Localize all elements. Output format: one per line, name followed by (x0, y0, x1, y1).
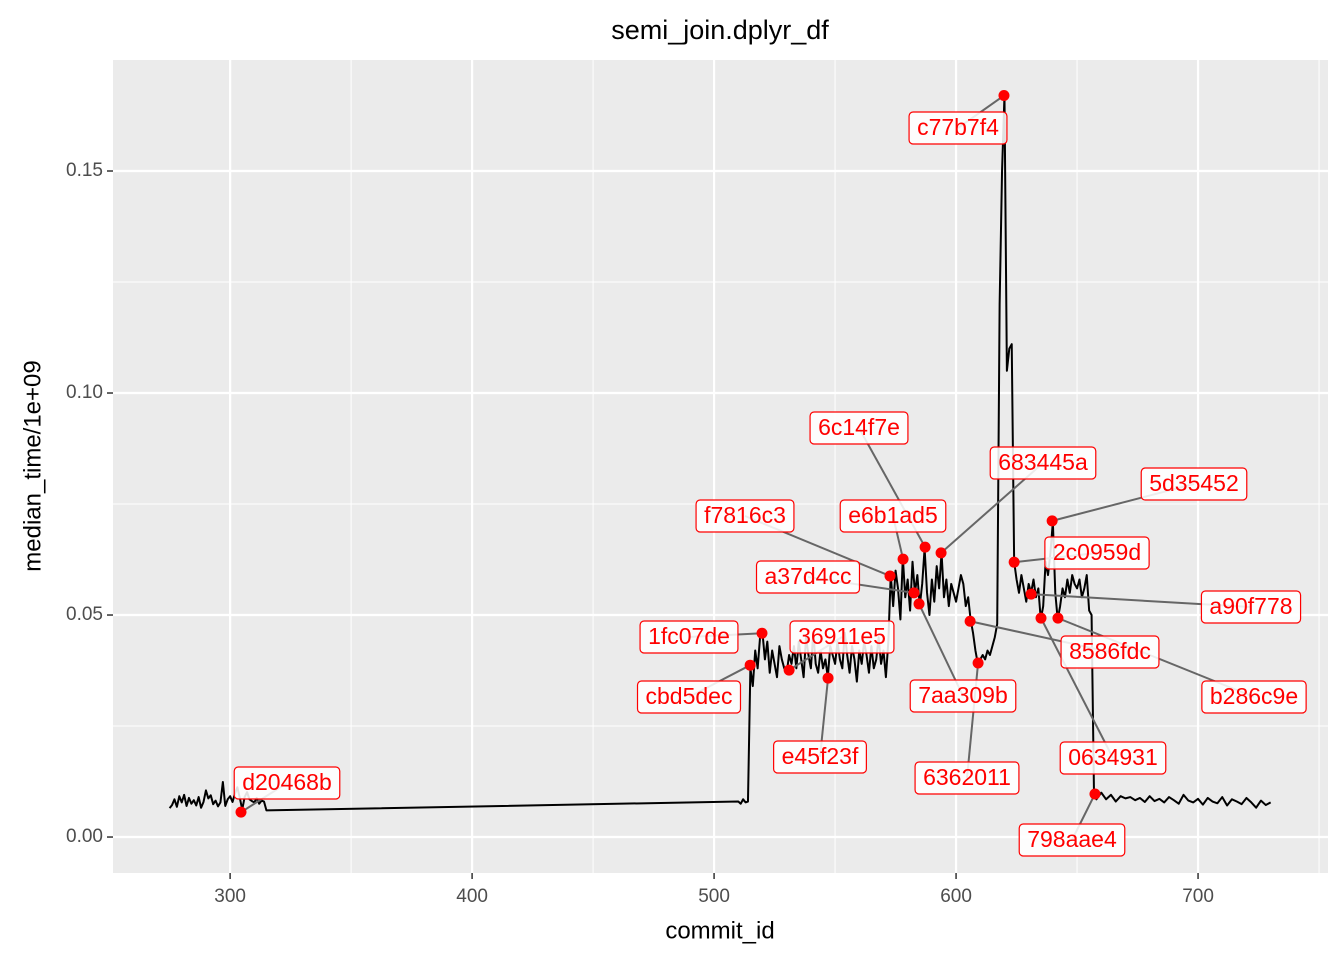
highlight-point (964, 615, 976, 627)
x-tick-label: 600 (940, 886, 972, 907)
highlight-point (998, 90, 1010, 102)
label-box: 798aae4 (1018, 823, 1126, 857)
label-box-bg (1018, 823, 1126, 857)
label-box: 1fc07de (639, 620, 739, 654)
highlight-point (1035, 612, 1047, 624)
highlight-point (897, 553, 909, 565)
label-box-bg (1059, 741, 1167, 775)
highlight-points (235, 90, 1101, 818)
data-line (168, 94, 1272, 812)
highlight-point (1008, 556, 1020, 568)
label-box: 36911e5 (789, 620, 895, 654)
label-box: 6c14f7e (809, 411, 909, 445)
label-box: f7816c3 (695, 499, 795, 533)
label-text: 6c14f7e (818, 414, 900, 440)
label-box-bg (839, 499, 947, 533)
label-box-bg (809, 411, 909, 445)
chart-title: semi_join.dplyr_df (611, 15, 829, 45)
label-text: b286c9e (1210, 683, 1298, 709)
highlight-point (235, 806, 247, 818)
y-tick-label: 0.05 (66, 604, 103, 625)
x-tick-label: 700 (1182, 886, 1214, 907)
highlight-point (972, 657, 984, 669)
label-text: 2c0959d (1053, 539, 1141, 565)
y-axis-label: median_time/1e+09 (19, 360, 46, 571)
label-box-bg (1140, 467, 1248, 501)
label-box: 0634931 (1059, 741, 1167, 775)
label-box-bg (639, 620, 739, 654)
label-box: cbd5dec (636, 680, 742, 714)
leader-line (1040, 617, 1114, 759)
label-text: e45f23f (782, 743, 859, 769)
label-box: c77b7f4 (908, 111, 1008, 145)
label-box: a37d4cc (755, 560, 861, 594)
label-box: 683445a (989, 446, 1097, 480)
label-box-bg (773, 740, 867, 774)
label-text: a90f778 (1209, 593, 1292, 619)
highlight-point (744, 659, 756, 671)
label-text: 8586fdc (1069, 638, 1151, 664)
label-text: 798aae4 (1027, 826, 1117, 852)
label-text: a37d4cc (765, 563, 852, 589)
label-box: e45f23f (773, 740, 867, 774)
label-box-bg (914, 761, 1020, 795)
highlight-labels: d20468b c77b7f4 6c14f7e 683445a 5d35452 e6b1a… (233, 111, 1307, 857)
label-text: c77b7f4 (917, 114, 999, 140)
highlight-point (919, 541, 931, 553)
x-tick-label: 500 (698, 886, 730, 907)
highlight-point (783, 664, 795, 676)
label-text: f7816c3 (704, 502, 786, 528)
highlight-point (822, 672, 834, 684)
label-text: 36911e5 (798, 623, 886, 649)
label-box-bg (909, 679, 1017, 713)
label-box: 2c0959d (1044, 536, 1150, 570)
label-box: e6b1ad5 (839, 499, 947, 533)
y-tick-label: 0.10 (66, 382, 103, 403)
highlight-point (1089, 788, 1101, 800)
y-tick-label: 0.15 (66, 160, 103, 181)
x-axis-label: commit_id (665, 917, 774, 944)
label-box: b286c9e (1201, 680, 1307, 714)
label-box-bg (1044, 536, 1150, 570)
highlight-point (935, 547, 947, 559)
label-box-bg (989, 446, 1097, 480)
label-text: 1fc07de (648, 623, 730, 649)
label-text: 5d35452 (1149, 470, 1239, 496)
y-tick-label: 0.00 (66, 826, 103, 847)
highlight-point (1046, 515, 1058, 527)
x-tick-label: 300 (214, 886, 246, 907)
highlight-point (884, 570, 896, 582)
highlight-point (1025, 588, 1037, 600)
label-box-bg (908, 111, 1008, 145)
label-box: d20468b (233, 766, 341, 800)
label-box-bg (1060, 635, 1160, 669)
x-tick-label: 400 (456, 886, 488, 907)
label-box: 7aa309b (909, 679, 1017, 713)
label-box: 8586fdc (1060, 635, 1160, 669)
label-box-bg (636, 680, 742, 714)
label-box: 6362011 (914, 761, 1020, 795)
label-text: 683445a (998, 449, 1088, 475)
label-box: 5d35452 (1140, 467, 1248, 501)
label-text: e6b1ad5 (848, 502, 938, 528)
highlight-point (1052, 612, 1064, 624)
highlight-point (913, 598, 925, 610)
label-box-bg (755, 560, 861, 594)
highlight-point (908, 587, 920, 599)
label-box-bg (1200, 590, 1302, 624)
label-text: 0634931 (1068, 744, 1158, 770)
label-box-bg (233, 766, 341, 800)
label-text: d20468b (242, 769, 332, 795)
panel (113, 60, 1328, 873)
label-text: 6362011 (923, 764, 1011, 790)
label-box-bg (695, 499, 795, 533)
label-text: 7aa309b (918, 682, 1008, 708)
label-box-bg (1201, 680, 1307, 714)
label-box-bg (789, 620, 895, 654)
label-box: a90f778 (1200, 590, 1302, 624)
label-text: cbd5dec (646, 683, 733, 709)
highlight-point (756, 627, 768, 639)
